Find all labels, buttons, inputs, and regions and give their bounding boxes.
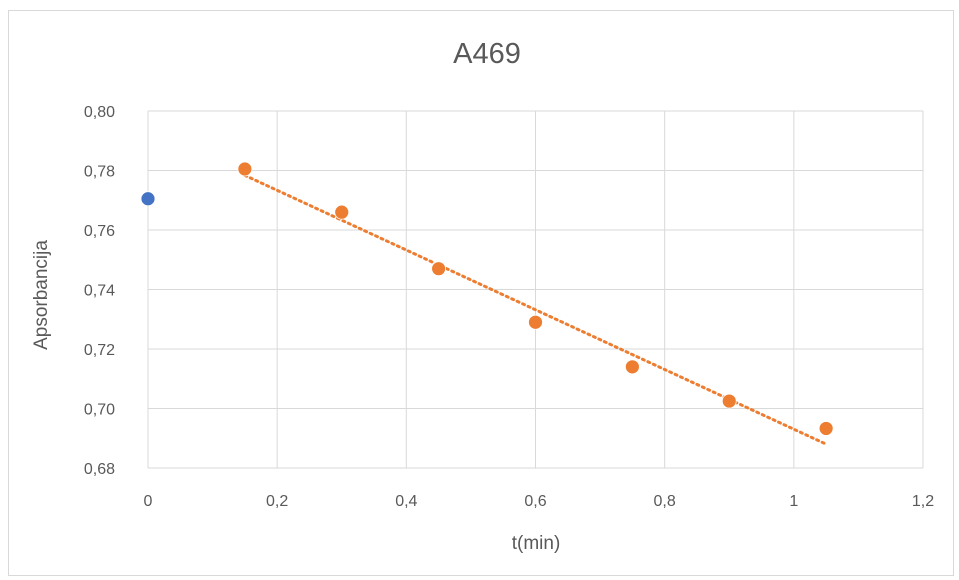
chart-svg: 0 0,2 0,4 0,6 0,8 1 1,2 0,680,700,720,740,760,… bbox=[31, 38, 935, 554]
chart-title: A469 bbox=[453, 38, 521, 70]
data-point bbox=[818, 421, 834, 436]
x-tick-label: 0,6 bbox=[524, 493, 546, 510]
y-tick-label: 0,70 bbox=[84, 402, 115, 419]
chart-container: 0 0,2 0,4 0,6 0,8 1 1,2 0,68 0,70 0,72 0,74 0,76 0,… bbox=[8, 10, 954, 576]
y-tick-label: 0,78 bbox=[84, 164, 115, 181]
x-tick-label: 0,2 bbox=[266, 493, 288, 510]
gridlines bbox=[147, 110, 924, 469]
x-tick-labels: 0 0,2 0,4 0,6 0,8 1 1,2 bbox=[144, 493, 935, 510]
x-tick-label: 0 bbox=[144, 493, 153, 510]
data-point bbox=[624, 359, 640, 375]
data-point bbox=[237, 161, 253, 177]
y-tick-labels: 0,68 0,70 0,72 0,74 0,76 0,78 0,80 bbox=[84, 104, 115, 478]
y-tick-label: 0,76 bbox=[84, 223, 115, 240]
y-tick-label: 0,72 bbox=[84, 342, 115, 359]
data-point bbox=[528, 314, 543, 330]
data-point bbox=[721, 393, 737, 409]
data-point bbox=[334, 204, 350, 220]
data-points bbox=[140, 161, 834, 436]
x-tick-label: 0,8 bbox=[654, 493, 676, 510]
y-axis-title: Apsorbancija bbox=[31, 240, 52, 350]
x-tick-label: 1 bbox=[789, 493, 798, 510]
y-tick-label: 0,80 bbox=[84, 104, 115, 121]
data-point bbox=[431, 261, 447, 277]
y-tick-label: 0,68 bbox=[84, 461, 115, 478]
data-point bbox=[140, 191, 156, 207]
x-tick-label: 0,4 bbox=[395, 493, 417, 510]
x-axis-title: t(min) bbox=[512, 533, 561, 554]
y-tick-label: 0,74 bbox=[84, 283, 115, 300]
x-tick-label: 1,2 bbox=[912, 493, 934, 510]
